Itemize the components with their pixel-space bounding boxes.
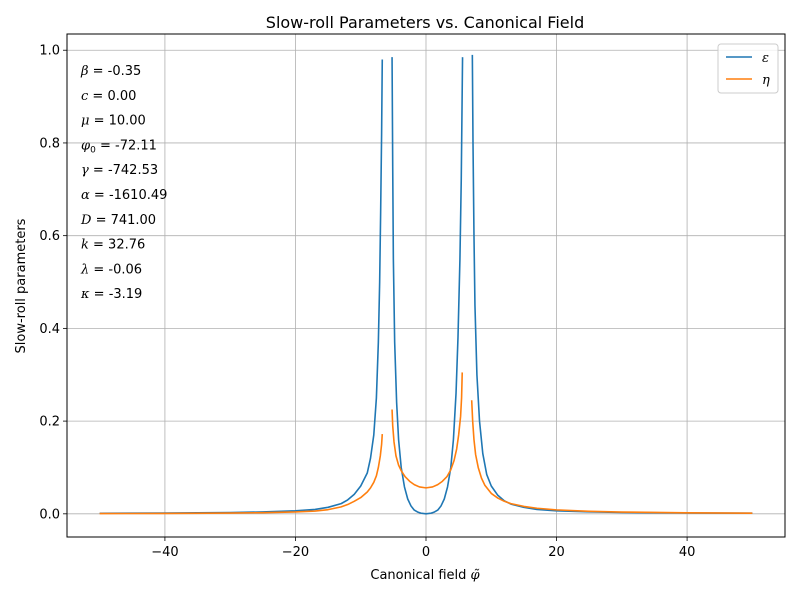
parameter-annotation: μ = 10.00 (81, 114, 146, 129)
series-line-epsilon (391, 57, 464, 515)
y-tick-label: 0.2 (39, 415, 60, 430)
parameter-annotation: κ = -3.19 (80, 287, 142, 302)
y-tick-label: 0.6 (39, 229, 60, 244)
y-tick-label: 0.4 (39, 322, 60, 337)
x-tick-label: 20 (548, 545, 565, 560)
parameter-annotation: φ0 = -72.11 (81, 138, 157, 155)
chart-title: Slow-roll Parameters vs. Canonical Field (266, 13, 584, 32)
y-tick-label: 0.0 (39, 507, 60, 522)
legend-label-epsilon: ε (762, 51, 769, 66)
legend-label-eta: η (762, 73, 770, 88)
parameter-annotation: D = 741.00 (80, 213, 156, 228)
parameter-annotation: β = -0.35 (80, 64, 141, 79)
x-tick-label: −40 (151, 545, 178, 560)
series-line-eta (470, 400, 753, 514)
parameter-annotations: β = -0.35 c = 0.00 μ = 10.00 φ0 = -72.11 γ =… (80, 64, 167, 302)
parameter-annotation: λ = -0.06 (80, 262, 142, 277)
series-line-eta (99, 434, 384, 515)
y-tick-label: 1.0 (39, 44, 60, 59)
series-line-eta (391, 372, 464, 489)
x-tick-label: 40 (679, 545, 696, 560)
x-axis-label: Canonical field φ̃ (370, 568, 480, 583)
series-layer (99, 54, 753, 515)
parameter-annotation: k = 32.76 (81, 238, 145, 253)
legend: εη (717, 43, 779, 94)
x-tick-label: 0 (422, 545, 430, 560)
y-axis-label: Slow-roll parameters (14, 218, 29, 353)
x-tick-label: −20 (282, 545, 309, 560)
parameter-annotation: γ = -742.53 (81, 163, 158, 178)
axis-ticks: −40 −20 0 20 40 0.0 0.2 0.4 0.6 0.8 1.0 (39, 44, 695, 560)
parameter-annotation: c = 0.00 (81, 89, 136, 104)
grid-lines (67, 34, 785, 537)
y-tick-label: 0.8 (39, 136, 60, 151)
parameter-annotation: α = -1610.49 (81, 188, 167, 203)
